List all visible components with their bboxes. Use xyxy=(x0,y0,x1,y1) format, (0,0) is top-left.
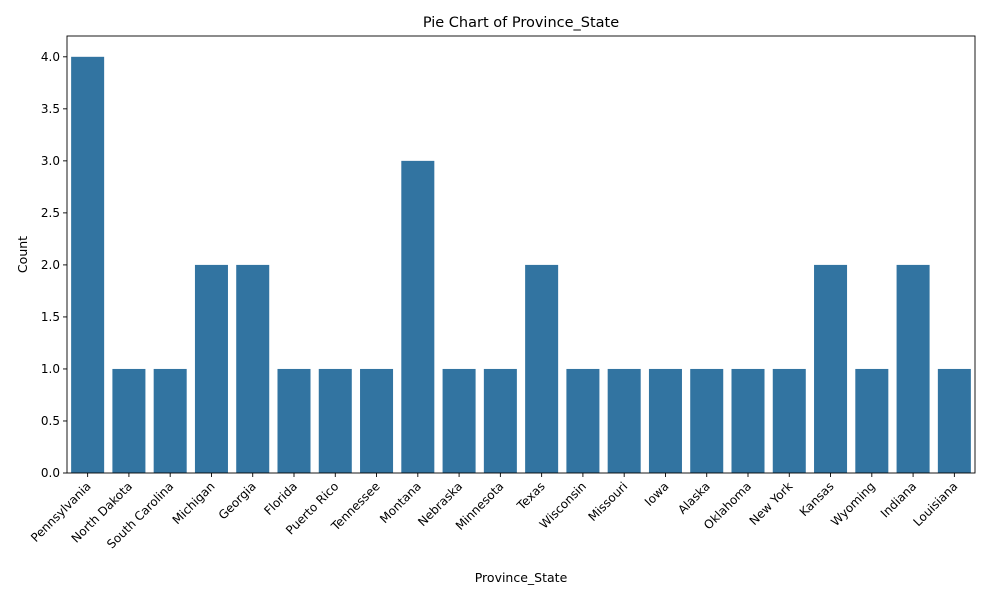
x-tick-label-indiana: Indiana xyxy=(878,479,919,520)
y-tick-label: 2.5 xyxy=(41,206,60,220)
plot-frame xyxy=(66,35,976,474)
bar-louisiana xyxy=(937,368,971,473)
bar-texas xyxy=(525,264,559,473)
x-tick-label-wyoming: Wyoming xyxy=(828,479,878,529)
bar-pennsylvania xyxy=(71,56,105,474)
bar-iowa xyxy=(648,368,682,473)
x-tick-label-georgia: Georgia xyxy=(216,479,259,522)
bar-north-dakota xyxy=(112,368,146,473)
x-tick-label-iowa: Iowa xyxy=(642,479,672,509)
x-tick-label-florida: Florida xyxy=(261,479,300,518)
bar-new-york xyxy=(772,368,806,473)
bar-wyoming xyxy=(855,368,889,473)
bar-tennessee xyxy=(360,368,394,473)
y-tick-label: 3.0 xyxy=(41,154,60,168)
bar-missouri xyxy=(607,368,641,473)
x-axis-label: Province_State xyxy=(475,570,568,585)
bar-indiana xyxy=(896,264,930,473)
y-tick-label: 3.5 xyxy=(41,102,60,116)
y-tick-label: 0.5 xyxy=(41,414,60,428)
bars-group xyxy=(71,56,971,474)
bar-michigan xyxy=(194,264,228,473)
x-tick-label-missouri: Missouri xyxy=(585,479,630,524)
bar-puerto-rico xyxy=(318,368,352,473)
bar-wisconsin xyxy=(566,368,600,473)
y-tick-label: 2.0 xyxy=(41,258,60,272)
x-tick-label-louisiana: Louisiana xyxy=(911,479,961,529)
chart-title: Pie Chart of Province_State xyxy=(423,15,619,31)
x-tick-label-kansas: Kansas xyxy=(797,479,837,519)
bar-south-carolina xyxy=(153,368,187,473)
y-tick-label: 1.5 xyxy=(41,310,60,324)
bar-alaska xyxy=(690,368,724,473)
y-axis-label: Count xyxy=(15,236,30,273)
bar-kansas xyxy=(814,264,848,473)
y-axis: 0.0 0.5 1.0 1.5 2.0 2.5 3.0 3.5 4.0 xyxy=(41,50,67,480)
bar-montana xyxy=(401,160,435,473)
bar-nebraska xyxy=(442,368,476,473)
y-tick-label: 0.0 xyxy=(41,466,60,480)
bar-florida xyxy=(277,368,311,473)
x-tick-label-new-york: New York xyxy=(747,479,796,528)
x-tick-label-texas: Texas xyxy=(514,479,548,513)
y-tick-label: 4.0 xyxy=(41,50,60,64)
x-tick-label-alaska: Alaska xyxy=(675,479,713,517)
bar-georgia xyxy=(236,264,270,473)
bar-oklahoma xyxy=(731,368,765,473)
y-tick-label: 1.0 xyxy=(41,362,60,376)
x-tick-label-michigan: Michigan xyxy=(170,479,218,527)
bar-minnesota xyxy=(483,368,517,473)
